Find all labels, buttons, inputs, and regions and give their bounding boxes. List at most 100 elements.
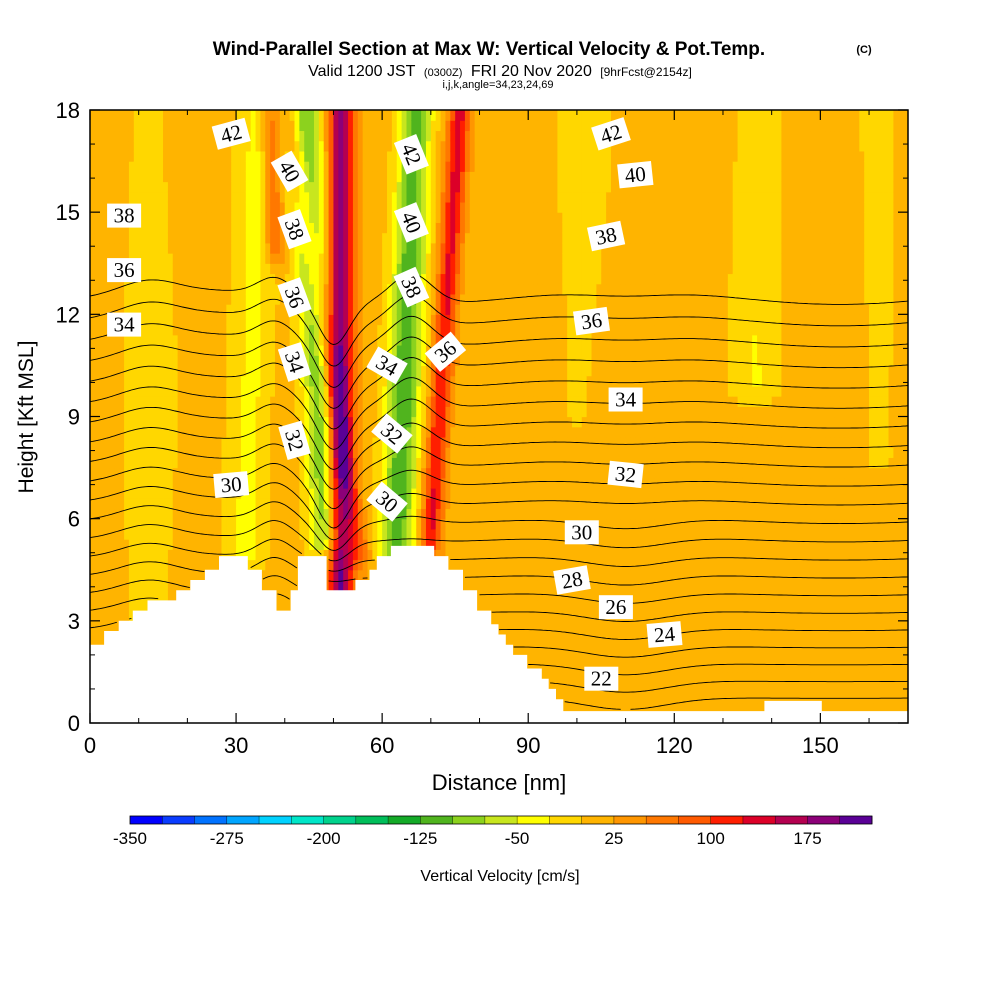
- velocity-cell: [250, 263, 257, 275]
- velocity-cell: [352, 314, 359, 326]
- velocity-cell: [318, 539, 325, 550]
- velocity-cell: [172, 283, 179, 295]
- velocity-cell: [231, 161, 237, 172]
- velocity-cell: [265, 253, 271, 264]
- velocity-cell: [216, 508, 223, 520]
- velocity-cell: [352, 293, 359, 305]
- velocity-cell: [221, 150, 227, 162]
- velocity-cell: [391, 161, 398, 172]
- velocity-cell: [99, 549, 106, 561]
- velocity-cell: [148, 508, 154, 520]
- velocity-cell: [104, 477, 111, 489]
- velocity-cell: [455, 263, 461, 275]
- velocity-cell: [479, 355, 485, 367]
- velocity-cell: [90, 498, 96, 510]
- velocity-cell: [133, 385, 140, 397]
- velocity-cell: [304, 426, 310, 438]
- velocity-cell: [372, 110, 378, 121]
- velocity-cell: [430, 477, 437, 489]
- velocity-cell: [221, 528, 227, 540]
- velocity-cell: [163, 539, 169, 550]
- velocity-cell: [138, 396, 145, 407]
- velocity-cell: [167, 334, 174, 346]
- velocity-cell: [445, 201, 451, 213]
- velocity-cell: [172, 150, 179, 162]
- velocity-cell: [265, 232, 271, 244]
- velocity-cell: [299, 488, 305, 499]
- velocity-cell: [236, 110, 242, 121]
- velocity-cell: [367, 477, 374, 489]
- velocity-cell: [128, 559, 135, 571]
- velocity-cell: [177, 559, 184, 571]
- velocity-cell: [148, 375, 154, 387]
- velocity-cell: [265, 242, 271, 254]
- velocity-cell: [250, 508, 257, 520]
- velocity-cell: [323, 457, 330, 469]
- velocity-cell: [382, 467, 388, 479]
- velocity-cell: [177, 528, 184, 540]
- velocity-cell: [187, 130, 193, 142]
- velocity-cell: [90, 600, 96, 612]
- velocity-cell: [265, 365, 271, 377]
- velocity-cell: [425, 365, 432, 377]
- velocity-cell: [309, 150, 315, 162]
- velocity-cell: [299, 467, 305, 479]
- velocity-cell: [114, 130, 120, 142]
- velocity-cell: [411, 426, 417, 438]
- velocity-cell: [440, 549, 447, 561]
- velocity-cell: [401, 324, 408, 336]
- velocity-cell: [216, 171, 223, 183]
- velocity-cell: [328, 467, 335, 479]
- velocity-cell: [94, 263, 101, 275]
- velocity-cell: [406, 457, 412, 469]
- velocity-cell: [362, 375, 369, 387]
- velocity-cell: [250, 447, 257, 458]
- velocity-cell: [484, 344, 490, 356]
- velocity-cell: [148, 355, 154, 367]
- velocity-cell: [489, 590, 495, 601]
- velocity-cell: [294, 110, 300, 121]
- velocity-cell: [177, 549, 184, 561]
- velocity-cell: [158, 110, 164, 121]
- velocity-cell: [172, 181, 179, 193]
- velocity-cell: [357, 283, 364, 295]
- velocity-cell: [469, 518, 476, 530]
- velocity-cell: [352, 181, 359, 193]
- velocity-cell: [128, 549, 135, 561]
- velocity-cell: [275, 436, 281, 448]
- velocity-cell: [372, 539, 378, 550]
- velocity-cell: [338, 212, 344, 223]
- velocity-cell: [99, 263, 106, 275]
- velocity-cell: [362, 406, 369, 418]
- velocity-cell: [250, 130, 257, 142]
- velocity-cell: [201, 110, 208, 121]
- velocity-cell: [119, 416, 125, 428]
- velocity-cell: [128, 569, 135, 581]
- velocity-cell: [343, 201, 349, 213]
- velocity-cell: [245, 140, 252, 152]
- velocity-cell: [435, 508, 442, 520]
- velocity-cell: [109, 181, 115, 193]
- velocity-cell: [425, 212, 432, 223]
- velocity-cell: [313, 488, 320, 499]
- velocity-cell: [158, 324, 164, 336]
- velocity-cell: [289, 120, 296, 132]
- velocity-cell: [338, 508, 344, 520]
- velocity-cell: [455, 242, 461, 254]
- velocity-cell: [323, 539, 330, 550]
- velocity-cell: [138, 518, 145, 530]
- velocity-cell: [182, 447, 188, 458]
- velocity-cell: [460, 457, 466, 469]
- velocity-cell: [211, 385, 218, 397]
- velocity-cell: [333, 436, 339, 448]
- velocity-cell: [391, 467, 398, 479]
- velocity-cell: [153, 539, 159, 550]
- velocity-cell: [323, 334, 330, 346]
- velocity-cell: [479, 447, 485, 458]
- velocity-cell: [133, 150, 140, 162]
- velocity-cell: [231, 385, 237, 397]
- velocity-cell: [421, 518, 427, 530]
- velocity-cell: [153, 293, 159, 305]
- velocity-cell: [124, 600, 130, 612]
- velocity-cell: [167, 324, 174, 336]
